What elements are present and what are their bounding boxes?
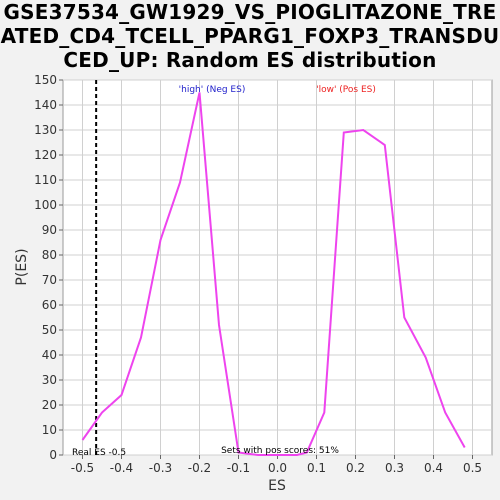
y-tick-label: 120 (34, 148, 57, 162)
legend-low: 'low' (Pos ES) (316, 85, 376, 95)
x-tick-label: -0.4 (110, 461, 133, 475)
grid-horizontal (63, 79, 492, 456)
y-tick-label: 10 (42, 423, 57, 437)
y-axis-title: P(ES) (14, 248, 30, 285)
x-tick-label: -0.3 (149, 461, 172, 475)
y-tick-label: 40 (42, 348, 57, 362)
y-tick-label: 50 (42, 323, 57, 337)
x-tick-label: 0.3 (385, 461, 404, 475)
y-tick-label: 150 (34, 73, 57, 87)
y-tick-label: 80 (42, 248, 57, 262)
y-tick-label: 140 (34, 98, 57, 112)
y-tick-label: 0 (49, 448, 57, 462)
chart-title-line-1: GSE37534_GW1929_VS_PIOGLITAZONE_TRE (3, 0, 497, 24)
x-tick-label: 0.1 (307, 461, 326, 475)
x-tick-label: 0.0 (268, 461, 287, 475)
y-tick-label: 100 (34, 198, 57, 212)
x-tick-label: 0.4 (424, 461, 443, 475)
chart-title-line-2: ATED_CD4_TCELL_PPARG1_FOXP3_TRANSDU (0, 24, 500, 48)
x-axis-title: ES (268, 478, 286, 494)
chart-title: GSE37534_GW1929_VS_PIOGLITAZONE_TRE ATED… (0, 0, 500, 72)
real-es-label: Real ES -0.5 (72, 448, 126, 458)
x-tick-label: -0.1 (227, 461, 250, 475)
y-tick-label: 110 (34, 173, 57, 187)
legend-high: 'high' (Neg ES) (179, 85, 246, 95)
y-axis: 0 10 20 30 40 50 60 70 80 90 100 110 120 130 140 150 (34, 73, 63, 462)
y-tick-label: 20 (42, 398, 57, 412)
x-tick-label: 0.2 (346, 461, 365, 475)
y-tick-label: 30 (42, 373, 57, 387)
grid-vertical (82, 80, 473, 455)
pos-scores-label: Sets with pos scores: 51% (221, 446, 339, 456)
chart-title-line-3: CED_UP: Random ES distribution (63, 48, 437, 72)
y-tick-label: 90 (42, 223, 57, 237)
es-distribution-line (81, 92, 466, 456)
y-tick-label: 60 (42, 298, 57, 312)
x-tick-label: -0.5 (71, 461, 94, 475)
y-tick-label: 70 (42, 273, 57, 287)
x-axis: -0.5 -0.4 -0.3 -0.2 -0.1 0.0 0.1 0.2 0.3 0.4 0.5 (71, 455, 482, 475)
y-tick-label: 130 (34, 123, 57, 137)
x-tick-label: -0.2 (188, 461, 211, 475)
x-tick-label: 0.5 (463, 461, 482, 475)
